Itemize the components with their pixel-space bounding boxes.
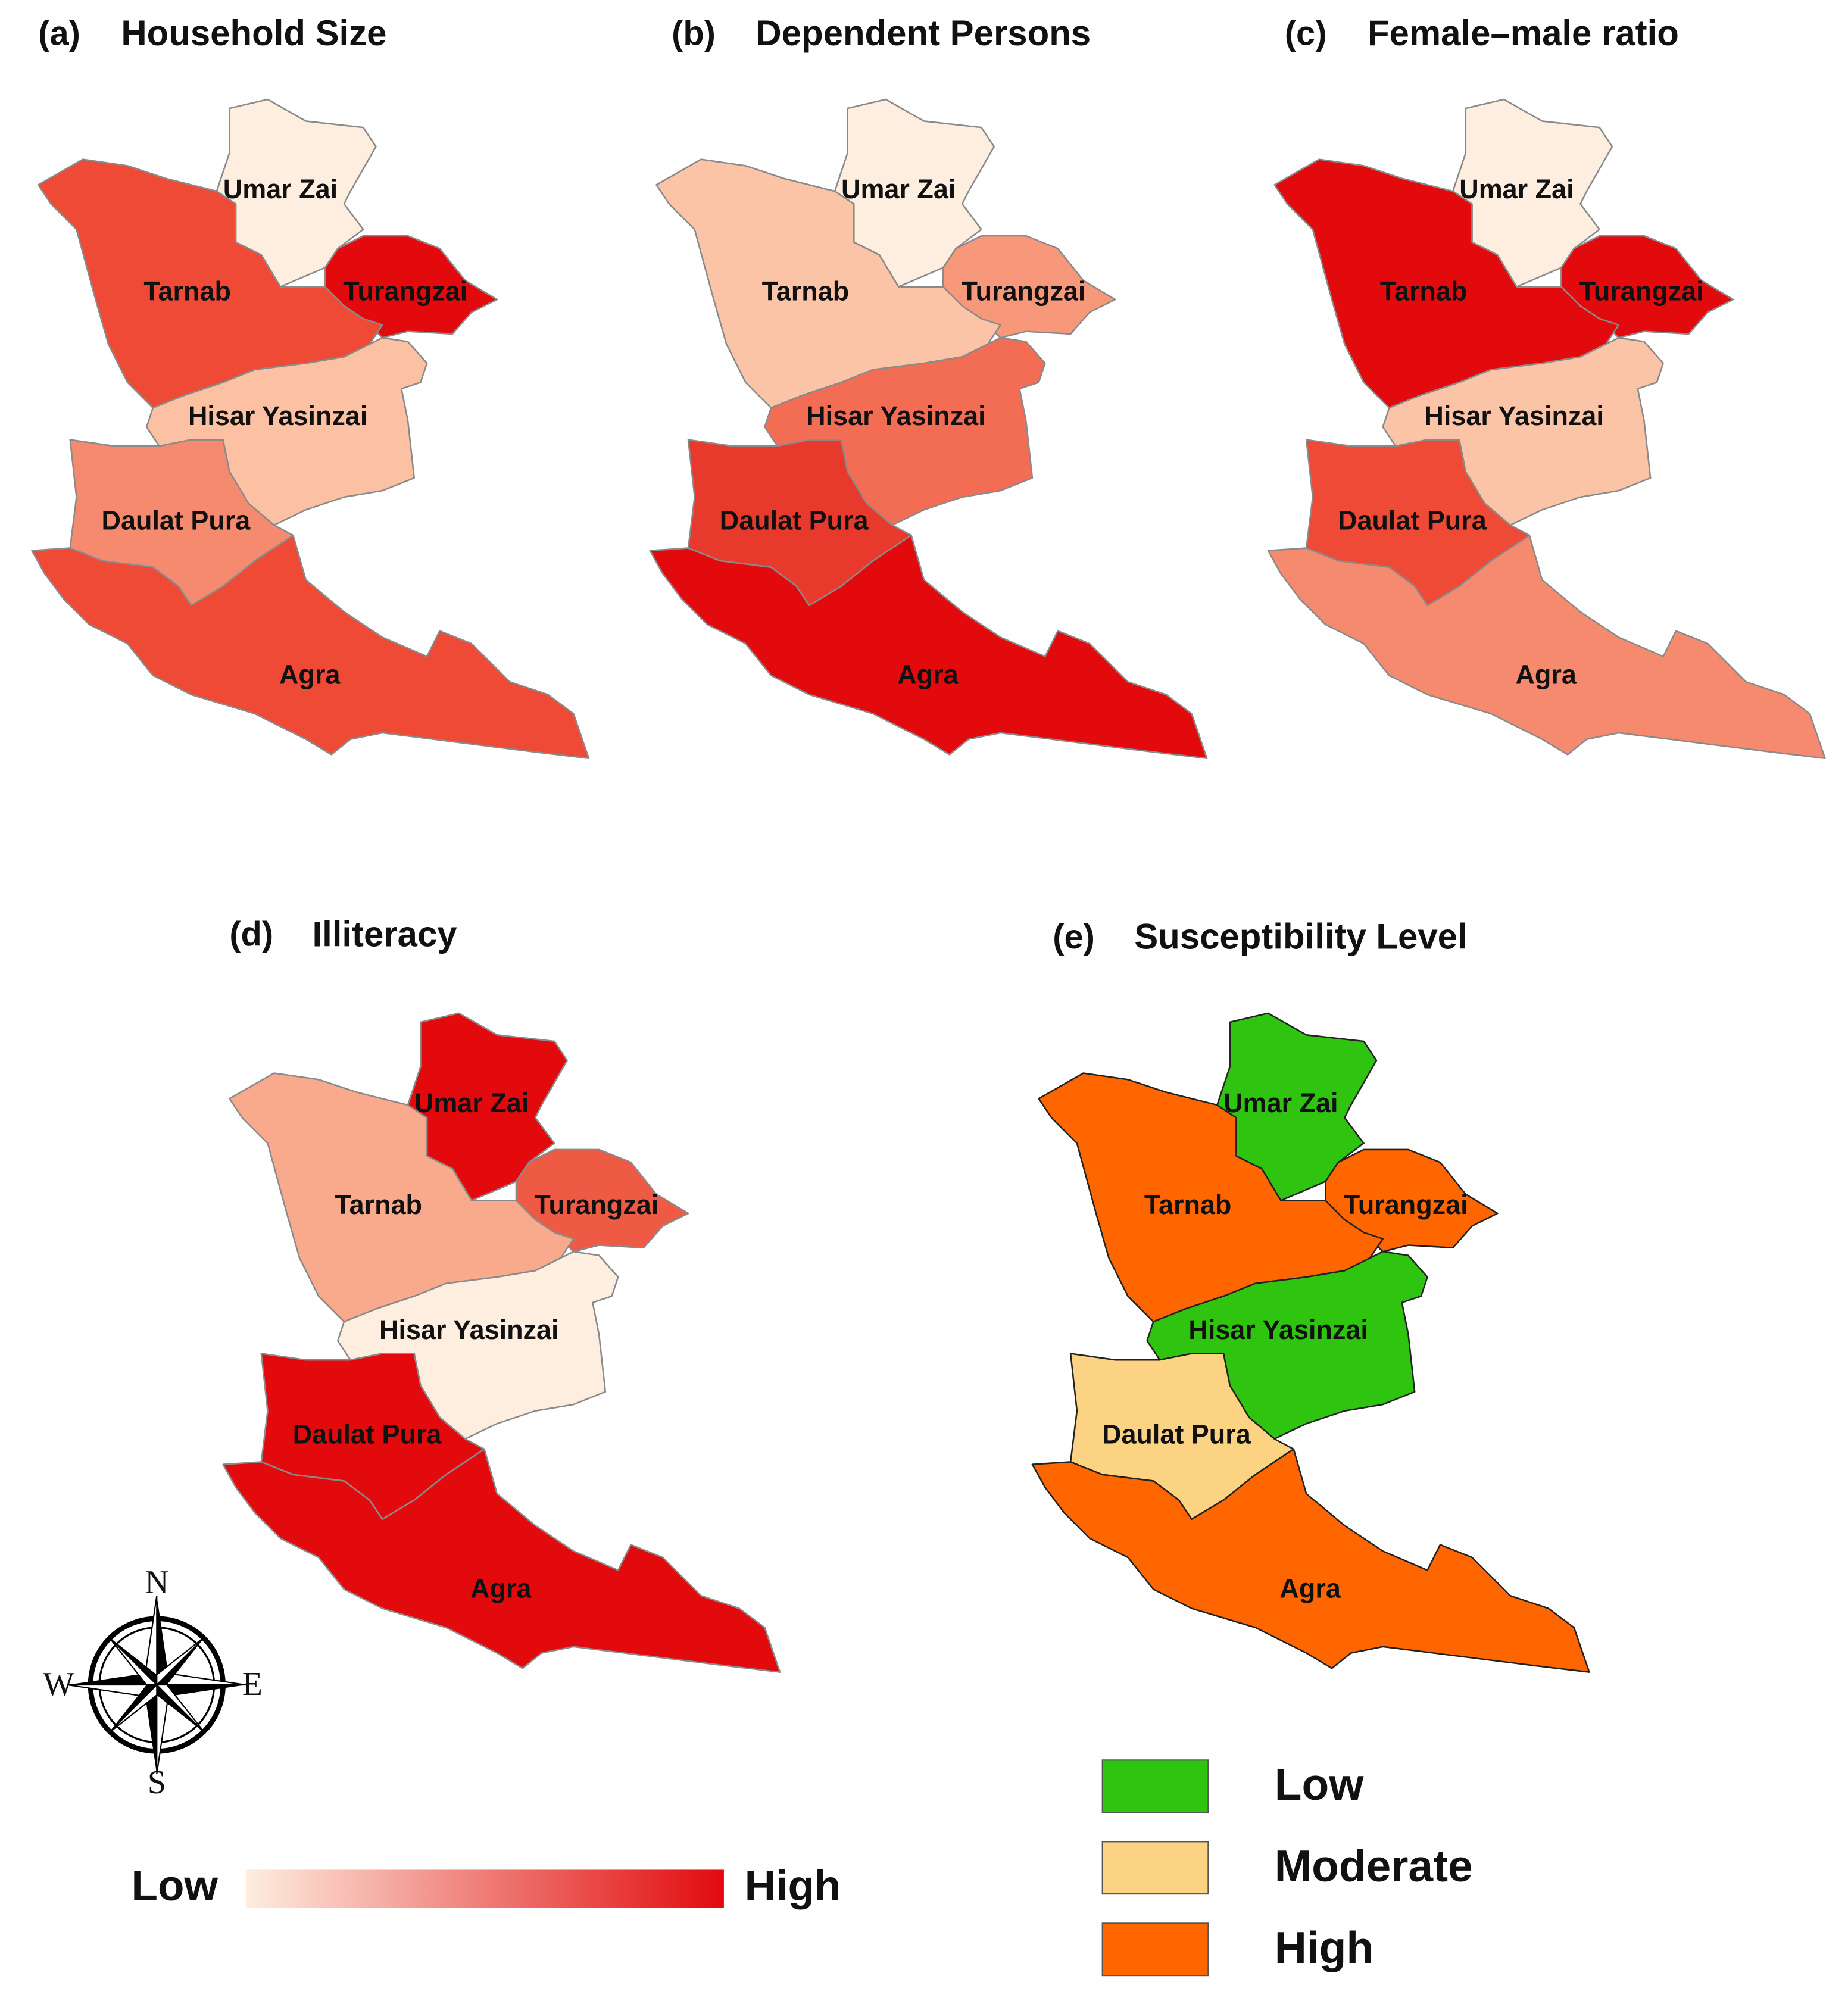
region-label: Umar Zai [841,174,956,204]
region-label: Agra [279,660,341,690]
gradient-bar [246,1869,724,1908]
legend-swatch [1101,1759,1209,1813]
panel-title: Female–male ratio [1368,13,1679,53]
compass-w: W [43,1666,74,1703]
region-label: Agra [1279,1574,1341,1604]
gradient-high: High [745,1862,841,1910]
panel-label: (e) [1053,918,1095,956]
legend-label: Moderate [1275,1841,1473,1891]
region [1031,1448,1590,1673]
region [655,158,1001,409]
region-label: Hisar Yasinzai [379,1315,558,1345]
region [1038,1072,1384,1323]
region [222,1448,781,1673]
region-label: Turangzai [343,276,467,306]
region-label: Turangzai [1344,1190,1468,1220]
panel-title: Dependent Persons [756,13,1091,53]
region-label: Tarnab [1380,276,1467,306]
gradient-low: Low [132,1862,218,1910]
region-label: Turangzai [534,1190,658,1220]
region [1267,534,1826,760]
legend-swatch [1101,1922,1209,1977]
region-label: Daulat Pura [1102,1419,1251,1449]
map-panel: Umar Zai Turangzai Tarnab Hisar Yasinzai Dau… [222,1012,781,1673]
region-label: Hisar Yasinzai [1424,401,1603,431]
legend-swatch [1101,1841,1209,1895]
compass-e: E [242,1666,263,1703]
region-label: Agra [1515,660,1577,690]
region-label: Tarnab [762,276,850,306]
map-panel: Umar Zai Turangzai Tarnab Hisar Yasinzai Dau… [1031,1012,1590,1673]
panel-title: Illiteracy [312,914,457,954]
region-label: Turangzai [1579,276,1704,306]
region-label: Umar Zai [1459,174,1574,204]
region [649,534,1208,760]
region-label: Umar Zai [1223,1088,1338,1118]
compass-n: N [145,1564,168,1601]
region-label: Tarnab [335,1190,423,1220]
compass-s: S [148,1764,166,1801]
panel-label: (c) [1285,14,1327,52]
region-label: Hisar Yasinzai [188,401,367,431]
region-label: Turangzai [962,276,1086,306]
region-label: Daulat Pura [1338,505,1487,536]
legend-label: High [1275,1922,1373,1972]
region [31,534,590,760]
region [37,158,383,409]
map-panel: Umar Zai Turangzai Tarnab Hisar Yasinzai Dau… [1267,98,1826,760]
compass [67,1596,246,1775]
panel-label: (d) [229,916,273,954]
region-label: Umar Zai [414,1088,529,1118]
region-label: Daulat Pura [720,505,869,536]
panel-label: (a) [38,14,80,52]
region-label: Umar Zai [223,174,338,204]
region-label: Agra [897,660,959,690]
panel-title: Household Size [121,13,386,53]
region [1273,158,1619,409]
panel-title: Susceptibility Level [1134,917,1467,957]
panel-label: (b) [672,14,716,52]
region-label: Tarnab [1144,1190,1232,1220]
region-label: Daulat Pura [293,1419,442,1449]
legend-label: Low [1275,1759,1365,1809]
region-label: Hisar Yasinzai [1188,1315,1368,1345]
region-label: Hisar Yasinzai [806,401,985,431]
map-panel: Umar Zai Turangzai Tarnab Hisar Yasinzai Dau… [649,98,1208,760]
map-panel: Umar Zai Turangzai Tarnab Hisar Yasinzai Dau… [31,98,590,760]
region-label: Daulat Pura [102,505,251,536]
region [229,1072,575,1323]
region-label: Agra [470,1574,532,1604]
region-label: Tarnab [143,276,231,306]
